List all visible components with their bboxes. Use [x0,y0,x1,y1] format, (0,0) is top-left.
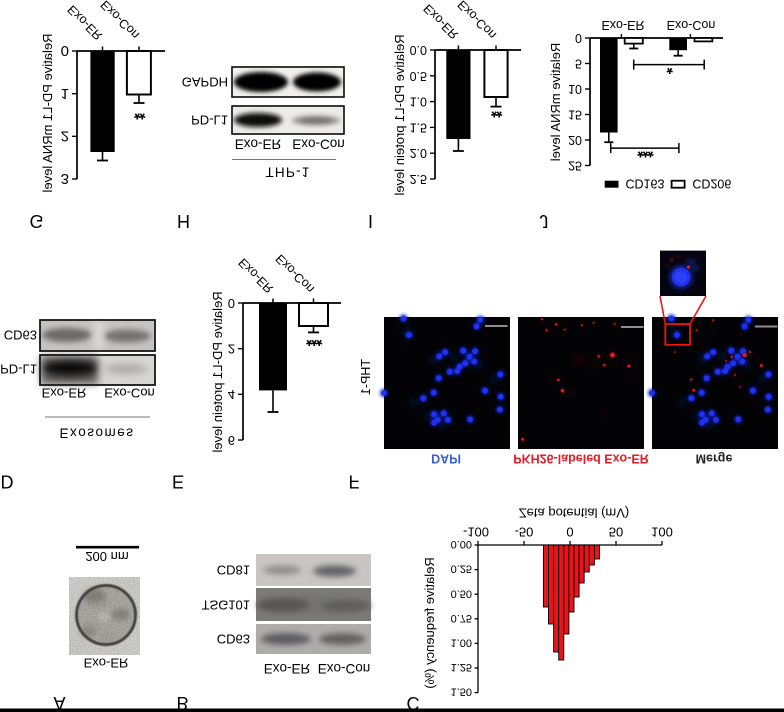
svg-text:0: 0 [228,296,235,311]
svg-text:1.0: 1.0 [410,95,427,109]
svg-text:Relative frequency (%): Relative frequency (%) [422,557,437,689]
svg-text:THP-1: THP-1 [265,165,310,180]
svg-text:20: 20 [568,133,582,147]
svg-text:CD81: CD81 [217,563,250,578]
svg-text:***: *** [637,142,654,160]
svg-text:I: I [368,211,373,231]
svg-text:PD-L1: PD-L1 [0,362,37,377]
svg-text:0.25: 0.25 [451,563,472,575]
svg-text:DAPI: DAPI [431,452,461,466]
svg-text:G: G [30,211,44,231]
svg-text:Relative PD-L1 protein level: Relative PD-L1 protein level [210,291,225,452]
svg-text:0.75: 0.75 [451,612,472,624]
svg-text:Exo-ER: Exo-ER [42,386,87,401]
svg-text:1: 1 [61,85,69,102]
svg-text:Exo-ER: Exo-ER [264,661,311,676]
svg-text:B: B [177,693,189,712]
svg-text:1.00: 1.00 [451,637,472,649]
svg-text:Zeta potential (mV): Zeta potential (mV) [519,506,630,521]
svg-text:Exo-Con: Exo-Con [104,386,155,401]
svg-text:0.00: 0.00 [451,538,472,550]
svg-text:C: C [407,693,420,712]
svg-text:*: * [666,59,673,77]
svg-text:CD63: CD63 [217,632,250,647]
svg-text:CD63: CD63 [4,328,37,343]
svg-text:CD206: CD206 [692,177,731,191]
svg-text:F: F [349,472,360,492]
svg-text:0: 0 [61,42,69,59]
svg-text:15: 15 [568,108,582,122]
svg-text:2.0: 2.0 [410,146,427,160]
svg-text:Exo-ER: Exo-ER [235,137,282,152]
svg-text:100: 100 [651,525,673,540]
svg-text:1.50: 1.50 [451,686,472,698]
svg-text:CD163: CD163 [626,177,665,191]
svg-text:Exo-Con: Exo-Con [318,661,371,676]
svg-text:Relative PD-L1 protein level: Relative PD-L1 protein level [392,34,407,195]
svg-text:Relative mRNA level: Relative mRNA level [548,43,563,162]
svg-text:E: E [172,472,184,492]
svg-text:Exo-Con: Exo-Con [292,137,345,152]
svg-text:0.5: 0.5 [410,69,427,83]
svg-text:TSG101: TSG101 [202,598,250,613]
svg-text:J: J [540,211,549,231]
svg-text:A: A [54,693,66,712]
svg-text:200 nm: 200 nm [85,549,128,564]
svg-text:0.50: 0.50 [451,587,472,599]
svg-text:4: 4 [228,387,235,402]
svg-text:Exo-ER: Exo-ER [601,18,644,32]
svg-text:Exo-ER: Exo-ER [84,656,129,671]
svg-text:-100: -100 [463,525,489,540]
svg-text:2.5: 2.5 [410,172,427,186]
svg-text:THP-1: THP-1 [359,359,373,395]
svg-text:Exo-Con: Exo-Con [667,18,716,32]
svg-text:***: *** [306,331,323,349]
svg-text:1.5: 1.5 [410,120,427,134]
svg-text:2: 2 [61,128,69,145]
svg-text:Relative PD-L1 mRNA level: Relative PD-L1 mRNA level [40,34,55,193]
svg-text:2: 2 [228,342,235,357]
svg-text:GAPDH: GAPDH [182,75,228,90]
svg-text:10: 10 [568,82,582,96]
svg-text:1.25: 1.25 [451,661,472,673]
svg-text:5: 5 [575,57,582,71]
svg-text:PKH26-labeled Exo-ER: PKH26-labeled Exo-ER [513,452,648,466]
svg-text:Exosomes: Exosomes [59,426,134,441]
svg-text:0: 0 [575,31,582,45]
svg-text:H: H [177,211,190,231]
svg-text:D: D [1,472,14,492]
svg-text:-50: -50 [515,525,534,540]
svg-text:50: 50 [609,525,623,540]
svg-text:Merge: Merge [696,452,733,466]
svg-text:6: 6 [228,433,235,448]
svg-text:3: 3 [61,170,69,187]
svg-text:25: 25 [568,159,582,173]
svg-text:0: 0 [566,525,573,540]
svg-text:0.0: 0.0 [410,43,427,57]
svg-text:PD-L1: PD-L1 [191,113,228,128]
